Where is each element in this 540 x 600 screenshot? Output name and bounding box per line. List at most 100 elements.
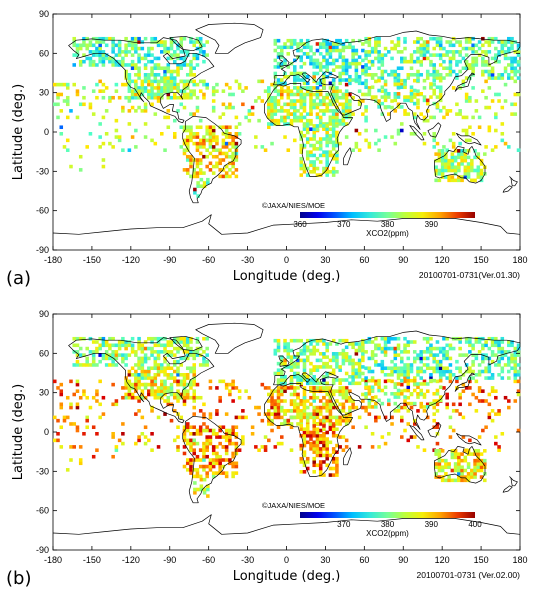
data-cell — [228, 154, 232, 159]
data-cell — [296, 71, 300, 76]
data-cell — [335, 342, 339, 346]
data-cell — [396, 128, 401, 133]
data-cell — [231, 461, 235, 466]
data-cell — [286, 348, 291, 353]
data-cell — [286, 74, 291, 79]
data-cell — [166, 69, 171, 74]
data-cell — [309, 447, 313, 451]
data-cell — [121, 343, 125, 348]
data-cell — [432, 82, 436, 87]
data-cell — [335, 105, 339, 110]
data-cell — [468, 40, 472, 44]
data-cell — [198, 118, 203, 123]
data-cell — [176, 82, 180, 87]
data-cell — [273, 445, 278, 449]
data-cell — [328, 153, 333, 158]
data-cell — [208, 161, 213, 166]
data-cell — [315, 381, 320, 386]
data-cell — [228, 105, 232, 110]
data-cell — [481, 428, 485, 433]
data-cell — [65, 99, 70, 103]
data-cell — [147, 76, 151, 80]
data-cell — [434, 171, 438, 176]
data-cell — [383, 350, 388, 354]
data-cell — [335, 378, 339, 382]
data-cell — [85, 359, 89, 364]
data-cell — [205, 336, 209, 341]
data-cell — [182, 95, 187, 100]
x-tick-label: 120 — [435, 555, 450, 565]
data-cell — [273, 122, 278, 126]
data-cell — [114, 402, 119, 407]
data-cell — [419, 359, 424, 364]
data-cell — [299, 118, 304, 123]
data-cell — [176, 46, 180, 51]
data-cell — [325, 415, 329, 420]
data-cell — [357, 78, 362, 82]
data-cell — [189, 346, 193, 351]
data-cell — [296, 415, 300, 420]
coastline-eurasia — [273, 30, 521, 130]
data-cell — [348, 361, 352, 366]
data-cell — [341, 42, 346, 46]
data-cell — [260, 382, 265, 387]
data-cell — [276, 412, 281, 416]
data-cell — [72, 336, 76, 341]
data-cell — [280, 109, 284, 113]
data-cell — [466, 465, 471, 470]
data-cell — [331, 173, 336, 177]
data-cell — [289, 368, 294, 372]
data-cell — [143, 102, 148, 107]
data-cell — [396, 95, 401, 99]
data-cell — [267, 102, 271, 107]
data-cell — [315, 147, 320, 151]
data-cell — [202, 412, 206, 416]
data-cell — [192, 168, 196, 172]
data-cell — [182, 395, 187, 400]
data-cell — [315, 71, 320, 76]
data-cell — [322, 447, 326, 451]
data-cell — [351, 381, 355, 386]
data-cell — [453, 455, 458, 460]
data-cell — [406, 385, 411, 390]
data-cell — [367, 40, 372, 44]
data-cell — [328, 365, 333, 369]
data-cell — [412, 115, 417, 120]
data-cell — [458, 412, 462, 416]
data-cell — [357, 368, 362, 372]
data-cell — [461, 435, 466, 439]
data-cell — [104, 86, 109, 90]
data-cell — [267, 415, 271, 420]
data-cell — [328, 115, 333, 120]
data-cell — [309, 127, 313, 131]
data-cell — [419, 350, 424, 354]
data-cell — [302, 371, 307, 376]
colorbar — [300, 512, 475, 518]
data-cell — [318, 140, 323, 145]
data-cell — [205, 359, 209, 364]
data-cell — [403, 59, 407, 64]
data-cell — [416, 73, 420, 77]
data-cell — [309, 95, 313, 100]
data-cell — [474, 356, 479, 361]
data-cell — [457, 155, 461, 160]
data-cell — [283, 399, 287, 403]
data-cell — [354, 368, 359, 372]
data-cell — [267, 409, 271, 413]
data-cell — [331, 109, 336, 113]
data-cell — [302, 102, 307, 107]
data-cell — [484, 95, 488, 100]
data-cell — [192, 174, 196, 179]
data-cell — [322, 137, 326, 141]
x-tick-label: 30 — [320, 255, 330, 265]
data-cell — [432, 405, 436, 410]
data-cell — [150, 336, 154, 341]
data-cell — [468, 343, 472, 348]
data-cell — [315, 405, 320, 410]
data-cell — [331, 389, 336, 393]
data-cell — [383, 82, 388, 87]
data-cell — [192, 399, 196, 403]
data-cell — [124, 95, 128, 100]
data-cell — [231, 471, 235, 475]
data-cell — [78, 395, 83, 400]
